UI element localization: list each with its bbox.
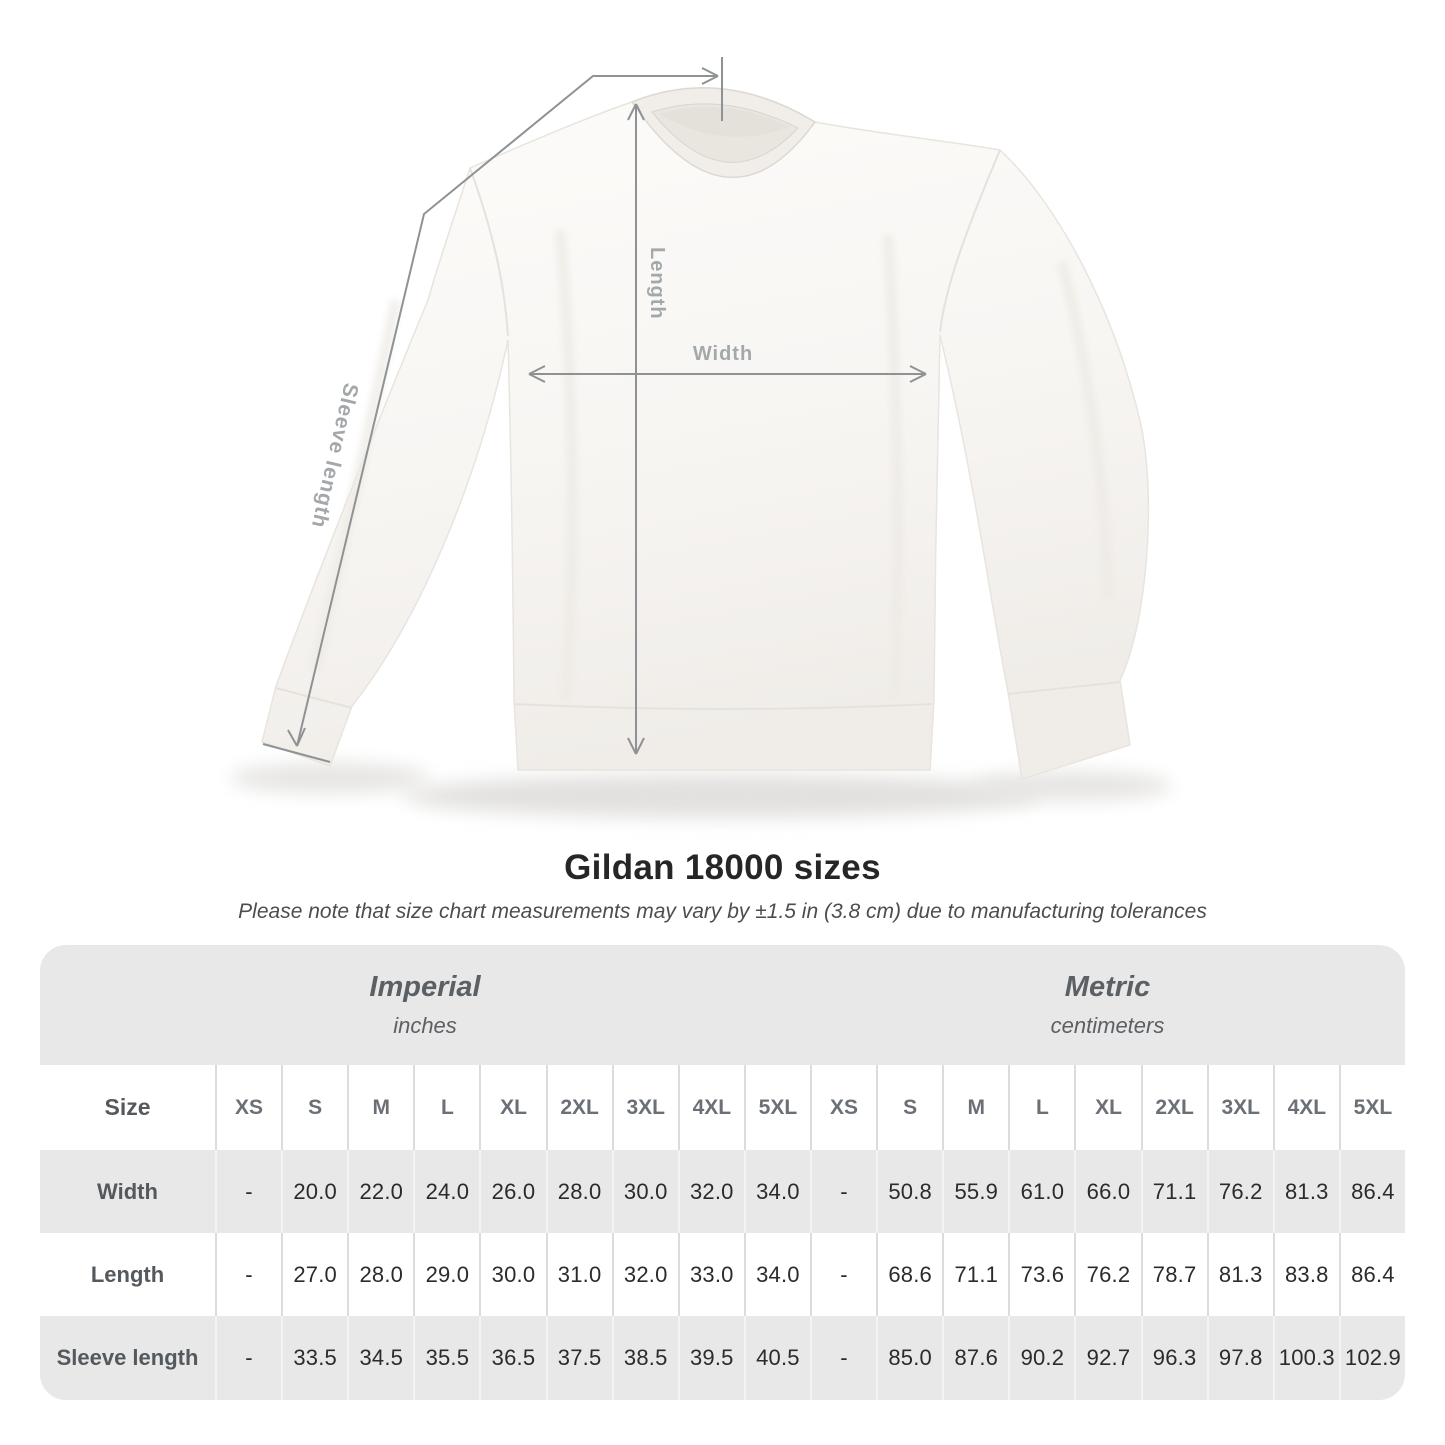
table-cell: 38.5 xyxy=(611,1316,678,1400)
table-cell: 68.6 xyxy=(876,1233,943,1316)
row-label-length: Length xyxy=(40,1233,215,1316)
table-cell: 61.0 xyxy=(1008,1150,1075,1233)
size-header-cell: XL xyxy=(1074,1065,1141,1150)
table-cell: 35.5 xyxy=(413,1316,480,1400)
table-cell: 97.8 xyxy=(1206,1316,1273,1400)
table-cell: 24.0 xyxy=(413,1150,480,1233)
table-cell: 33.0 xyxy=(677,1233,744,1316)
table-cell: 81.3 xyxy=(1272,1150,1339,1233)
page-title: Gildan 18000 sizes xyxy=(564,848,881,887)
metric-group-header: Metric centimeters xyxy=(810,945,1405,1065)
size-header-cell: 4XL xyxy=(1272,1065,1339,1150)
table-cell: 71.1 xyxy=(1140,1150,1207,1233)
table-cell: 29.0 xyxy=(413,1233,480,1316)
table-cell: 28.0 xyxy=(545,1150,612,1233)
table-cell: 20.0 xyxy=(281,1150,348,1233)
size-header-cell: 4XL xyxy=(677,1065,744,1150)
table-cell: 73.6 xyxy=(1008,1233,1075,1316)
table-cell: 22.0 xyxy=(347,1150,414,1233)
table-cell: 100.3 xyxy=(1272,1316,1339,1400)
imperial-group-name: Imperial xyxy=(369,971,481,1003)
table-cell: 96.3 xyxy=(1140,1316,1207,1400)
width-label: Width xyxy=(693,343,753,365)
table-cell: 34.0 xyxy=(743,1233,810,1316)
table-cell: 37.5 xyxy=(545,1316,612,1400)
table-cell: 85.0 xyxy=(876,1316,943,1400)
metric-group-unit: centimeters xyxy=(1050,1013,1165,1038)
sweatshirt-body xyxy=(261,87,1150,780)
table-cell: 86.4 xyxy=(1338,1233,1405,1316)
size-header-cell: L xyxy=(1008,1065,1075,1150)
table-cell: 102.9 xyxy=(1338,1316,1405,1400)
size-header-cell: XS xyxy=(215,1065,282,1150)
size-column-title: Size xyxy=(40,1065,215,1150)
table-cell: - xyxy=(810,1150,877,1233)
size-guide-figure: Length Width Sleeve length xyxy=(230,57,1172,818)
table-cell: 83.8 xyxy=(1272,1233,1339,1316)
length-label: Length xyxy=(646,247,668,320)
size-header-cell: L xyxy=(413,1065,480,1150)
size-header-cell: S xyxy=(281,1065,348,1150)
row-label-width: Width xyxy=(40,1150,215,1233)
table-cell: 50.8 xyxy=(876,1150,943,1233)
width-measure: Width xyxy=(528,343,927,383)
table-cell: - xyxy=(215,1233,282,1316)
table-cell: 86.4 xyxy=(1338,1150,1405,1233)
metric-group-name: Metric xyxy=(1064,971,1151,1003)
size-header-cell: XL xyxy=(479,1065,546,1150)
sweatshirt-illustration xyxy=(230,87,1172,818)
table-cell: - xyxy=(810,1316,877,1400)
table-cell: 26.0 xyxy=(479,1150,546,1233)
size-header-cell: M xyxy=(347,1065,414,1150)
table-cell: 27.0 xyxy=(281,1233,348,1316)
collar-inner-shadow xyxy=(660,106,790,137)
table-cell: 71.1 xyxy=(942,1233,1009,1316)
table-cell: - xyxy=(215,1150,282,1233)
table-cell: 66.0 xyxy=(1074,1150,1141,1233)
size-header-cell: 5XL xyxy=(1338,1065,1405,1150)
table-cell: 32.0 xyxy=(611,1233,678,1316)
table-cell: 30.0 xyxy=(479,1233,546,1316)
size-header-cell: S xyxy=(876,1065,943,1150)
size-header-cell: 2XL xyxy=(1140,1065,1207,1150)
table-cell: 78.7 xyxy=(1140,1233,1207,1316)
size-header-cell: M xyxy=(942,1065,1009,1150)
table-cell: 34.0 xyxy=(743,1150,810,1233)
table-cell: 39.5 xyxy=(677,1316,744,1400)
table-cell: 31.0 xyxy=(545,1233,612,1316)
table-cell: - xyxy=(810,1233,877,1316)
table-cell: 40.5 xyxy=(743,1316,810,1400)
size-header-cell: 3XL xyxy=(611,1065,678,1150)
table-cell: 55.9 xyxy=(942,1150,1009,1233)
length-measure: Length xyxy=(627,103,668,755)
table-cell: 36.5 xyxy=(479,1316,546,1400)
tolerance-note: Please note that size chart measurements… xyxy=(238,900,1207,923)
size-table: Imperial inches Metric centimeters Size … xyxy=(40,945,1405,1400)
table-cell: 28.0 xyxy=(347,1233,414,1316)
imperial-group-unit: inches xyxy=(393,1013,457,1038)
size-header-cell: 3XL xyxy=(1206,1065,1273,1150)
table-cell: 81.3 xyxy=(1206,1233,1273,1316)
table-cell: 92.7 xyxy=(1074,1316,1141,1400)
imperial-group-header: Imperial inches xyxy=(40,945,810,1065)
table-cell: 30.0 xyxy=(611,1150,678,1233)
row-label-sleeve-length: Sleeve length xyxy=(40,1316,215,1400)
table-cell: 76.2 xyxy=(1074,1233,1141,1316)
title-block: Gildan 18000 sizes Please note that size… xyxy=(0,848,1445,924)
table-cell: 87.6 xyxy=(942,1316,1009,1400)
table-cell: 90.2 xyxy=(1008,1316,1075,1400)
size-header-cell: 5XL xyxy=(743,1065,810,1150)
table-cell: 76.2 xyxy=(1206,1150,1273,1233)
table-cell: - xyxy=(215,1316,282,1400)
size-header-cell: XS xyxy=(810,1065,877,1150)
table-cell: 32.0 xyxy=(677,1150,744,1233)
table-cell: 33.5 xyxy=(281,1316,348,1400)
size-header-cell: 2XL xyxy=(545,1065,612,1150)
table-cell: 34.5 xyxy=(347,1316,414,1400)
